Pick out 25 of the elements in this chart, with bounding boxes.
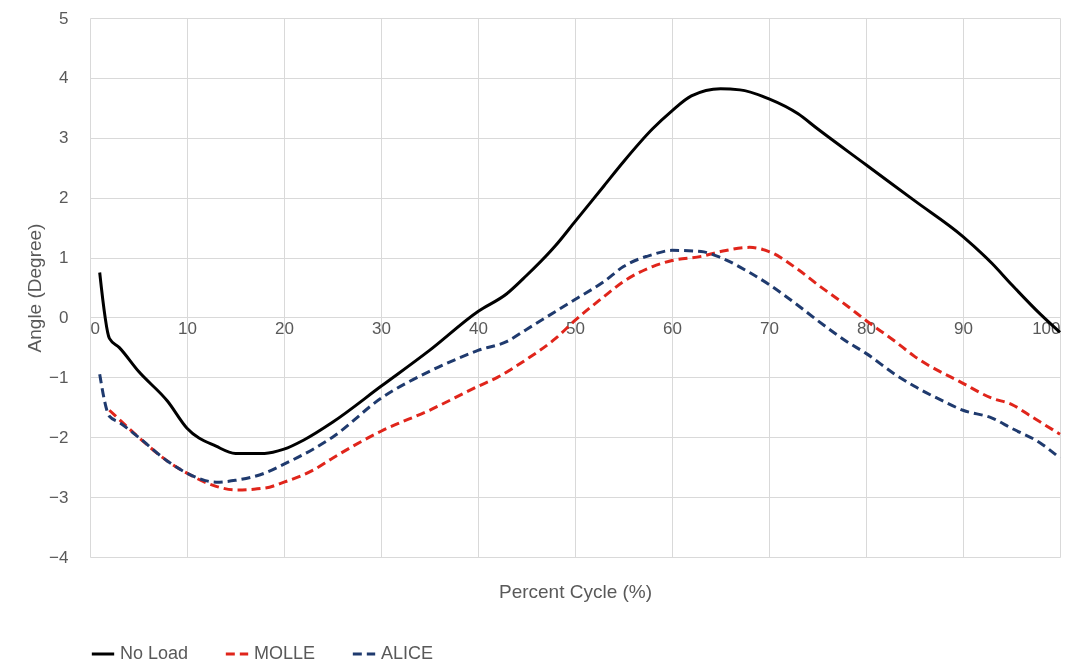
x-tick-label: 80 (857, 318, 876, 338)
y-tick-label: 5 (59, 8, 69, 28)
y-tick-label: −2 (49, 427, 69, 447)
legend-label: ALICE (381, 643, 434, 663)
y-axis-title: Angle (Degree) (24, 223, 46, 353)
x-axis-title: Percent Cycle (%) (498, 580, 653, 602)
y-tick-label: 4 (59, 68, 69, 88)
y-tick-label: −4 (49, 547, 69, 567)
x-tick-label: 60 (663, 318, 682, 338)
x-tick-label: 90 (954, 318, 973, 338)
legend-label: No Load (120, 643, 189, 663)
y-tick-label: −3 (49, 487, 69, 507)
x-tick-label: 100 (1032, 318, 1061, 338)
legend-label: MOLLE (254, 643, 316, 663)
x-tick-label: 20 (275, 318, 294, 338)
y-tick-label: 1 (59, 248, 69, 268)
y-tick-label: 3 (59, 128, 69, 148)
x-tick-label: 70 (760, 318, 779, 338)
x-tick-label: 10 (178, 318, 197, 338)
x-tick-label: 0 (90, 318, 100, 338)
y-tick-label: 2 (59, 188, 69, 208)
x-tick-label: 30 (372, 318, 391, 338)
x-tick-label: 40 (469, 318, 488, 338)
line-series (98, 87, 1062, 455)
y-tick-label: −1 (49, 367, 69, 387)
